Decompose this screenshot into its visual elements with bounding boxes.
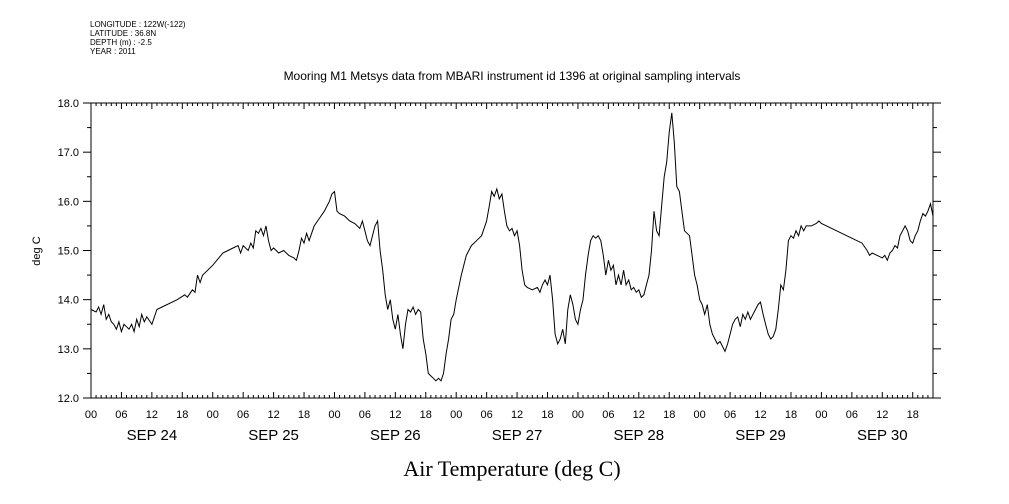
- x-tick-label: 00: [694, 409, 706, 421]
- x-tick-label: 06: [846, 409, 858, 421]
- x-tick-label: 00: [85, 409, 97, 421]
- x-tick-label: 18: [298, 409, 310, 421]
- x-day-label: SEP 24: [127, 427, 178, 444]
- x-tick-label: 12: [146, 409, 158, 421]
- x-tick-label: 06: [359, 409, 371, 421]
- chart-title: Mooring M1 Metsys data from MBARI instru…: [284, 69, 741, 83]
- x-tick-label: 06: [481, 409, 493, 421]
- y-tick-label: 16.0: [58, 196, 79, 208]
- x-tick-label: 00: [572, 409, 584, 421]
- metadata-block: LONGITUDE : 122W(-122) LATITUDE : 36.8N …: [90, 20, 186, 56]
- y-tick-label: 13.0: [58, 344, 79, 356]
- y-tick-label: 18.0: [58, 98, 79, 110]
- x-tick-label: 12: [754, 409, 766, 421]
- x-day-label: SEP 25: [248, 427, 299, 444]
- x-tick-label: 18: [785, 409, 797, 421]
- x-tick-label: 18: [541, 409, 553, 421]
- x-tick-label: 12: [876, 409, 888, 421]
- depth-text: DEPTH (m) : -2.5: [90, 38, 152, 47]
- plot-frame: [90, 102, 934, 399]
- x-tick-label: 00: [207, 409, 219, 421]
- longitude-text: LONGITUDE : 122W(-122): [90, 20, 186, 29]
- x-tick-label: 12: [389, 409, 401, 421]
- x-day-label: SEP 26: [370, 427, 421, 444]
- x-day-label: SEP 28: [614, 427, 665, 444]
- y-tick-label: 14.0: [58, 295, 79, 307]
- x-tick-label: 18: [176, 409, 188, 421]
- air-temperature-line: [90, 112, 934, 382]
- series-group: [90, 112, 934, 382]
- x-tick-label: 06: [115, 409, 127, 421]
- x-tick-label: 18: [907, 409, 919, 421]
- y-tick-label: 15.0: [58, 246, 79, 258]
- x-day-label: SEP 27: [492, 427, 543, 444]
- year-text: YEAR : 2011: [90, 47, 136, 56]
- x-tick-label: 12: [511, 409, 523, 421]
- x-tick-label: 06: [602, 409, 614, 421]
- x-tick-label: 06: [237, 409, 249, 421]
- x-tick-label: 00: [815, 409, 827, 421]
- y-tick-label: 17.0: [58, 147, 79, 159]
- x-axis-label: Air Temperature (deg C): [403, 456, 620, 481]
- y-axis-label: deg C: [31, 236, 43, 265]
- x-day-label: SEP 30: [857, 427, 908, 444]
- x-day-label: SEP 29: [735, 427, 786, 444]
- x-tick-label: 18: [420, 409, 432, 421]
- latitude-text: LATITUDE : 36.8N: [90, 29, 157, 38]
- x-tick-label: 18: [663, 409, 675, 421]
- x-tick-label: 06: [724, 409, 736, 421]
- x-tick-label: 00: [328, 409, 340, 421]
- x-tick-label: 12: [633, 409, 645, 421]
- x-tick-label: 00: [450, 409, 462, 421]
- x-tick-label: 12: [267, 409, 279, 421]
- y-tick-label: 12.0: [58, 393, 79, 405]
- axes-group: 00 06 12 18 00 06 12 18 00 06 12 18 00 06 12 18 00 06 12 18…: [58, 98, 941, 444]
